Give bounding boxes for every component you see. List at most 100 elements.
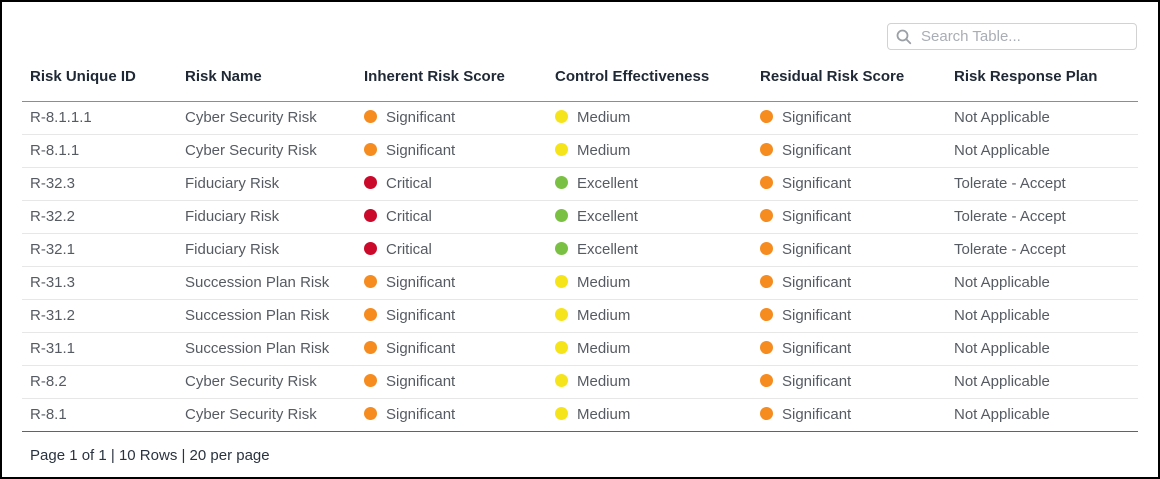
- cell-control-effectiveness: Medium: [547, 101, 752, 134]
- cell-risk-response-plan: Not Applicable: [954, 109, 1050, 126]
- column-header-risk-unique-id[interactable]: Risk Unique ID: [22, 52, 177, 102]
- status-label: Significant: [386, 406, 456, 423]
- cell-residual-risk-score: Significant: [752, 332, 946, 365]
- status-label: Excellent: [577, 241, 638, 258]
- cell-risk-response-plan: Not Applicable: [954, 373, 1050, 390]
- cell-risk-name: Fiduciary Risk: [185, 175, 280, 192]
- table-row[interactable]: R-32.3 Fiduciary Risk Critical Excellent…: [22, 167, 1138, 200]
- status-dot: [760, 176, 773, 189]
- cell-residual-risk-score: Significant: [752, 101, 946, 134]
- status-dot: [760, 407, 773, 420]
- table-row[interactable]: R-8.1 Cyber Security Risk Significant Me…: [22, 398, 1138, 431]
- status-label: Significant: [782, 175, 852, 192]
- table-row[interactable]: R-8.1.1 Cyber Security Risk Significant …: [22, 134, 1138, 167]
- cell-risk-unique-id: R-31.1: [30, 340, 76, 357]
- status-label: Significant: [782, 208, 852, 225]
- cell-residual-risk-score: Significant: [752, 233, 946, 266]
- status-dot: [760, 242, 773, 255]
- cell-risk-unique-id: R-32.3: [30, 175, 76, 192]
- search-input[interactable]: [921, 28, 1128, 45]
- cell-inherent-risk-score: Critical: [356, 233, 547, 266]
- status-label: Excellent: [577, 208, 638, 225]
- cell-control-effectiveness: Excellent: [547, 167, 752, 200]
- status-dot: [364, 176, 377, 189]
- status-dot: [555, 143, 568, 156]
- status-label: Medium: [577, 109, 631, 126]
- cell-control-effectiveness: Medium: [547, 332, 752, 365]
- cell-residual-risk-score: Significant: [752, 365, 946, 398]
- cell-risk-name: Cyber Security Risk: [185, 373, 317, 390]
- status-dot: [555, 209, 568, 222]
- status-label: Medium: [577, 274, 631, 291]
- search-bar[interactable]: [887, 23, 1137, 50]
- status-label: Significant: [782, 109, 852, 126]
- status-dot: [555, 407, 568, 420]
- cell-risk-response-plan: Tolerate - Accept: [954, 175, 1066, 192]
- cell-risk-name: Succession Plan Risk: [185, 340, 330, 357]
- status-label: Critical: [386, 208, 432, 225]
- status-label: Significant: [782, 373, 852, 390]
- cell-residual-risk-score: Significant: [752, 134, 946, 167]
- cell-inherent-risk-score: Significant: [356, 299, 547, 332]
- status-label: Medium: [577, 307, 631, 324]
- status-label: Medium: [577, 373, 631, 390]
- status-dot: [555, 110, 568, 123]
- status-dot: [555, 176, 568, 189]
- status-label: Significant: [782, 142, 852, 159]
- cell-risk-unique-id: R-8.1.1: [30, 142, 80, 159]
- cell-risk-name: Succession Plan Risk: [185, 274, 330, 291]
- table-row[interactable]: R-8.2 Cyber Security Risk Significant Me…: [22, 365, 1138, 398]
- cell-control-effectiveness: Medium: [547, 365, 752, 398]
- cell-inherent-risk-score: Critical: [356, 200, 547, 233]
- cell-risk-response-plan: Not Applicable: [954, 340, 1050, 357]
- table-row[interactable]: R-31.3 Succession Plan Risk Significant …: [22, 266, 1138, 299]
- status-dot: [364, 110, 377, 123]
- status-dot: [760, 110, 773, 123]
- status-dot: [555, 275, 568, 288]
- status-label: Significant: [782, 406, 852, 423]
- status-dot: [760, 275, 773, 288]
- status-dot: [760, 341, 773, 354]
- cell-risk-unique-id: R-31.2: [30, 307, 76, 324]
- status-dot: [364, 407, 377, 420]
- status-label: Significant: [782, 340, 852, 357]
- status-label: Critical: [386, 175, 432, 192]
- table-row[interactable]: R-32.1 Fiduciary Risk Critical Excellent…: [22, 233, 1138, 266]
- cell-inherent-risk-score: Significant: [356, 134, 547, 167]
- table-row[interactable]: R-31.1 Succession Plan Risk Significant …: [22, 332, 1138, 365]
- status-label: Medium: [577, 340, 631, 357]
- table-row[interactable]: R-31.2 Succession Plan Risk Significant …: [22, 299, 1138, 332]
- cell-risk-name: Cyber Security Risk: [185, 109, 317, 126]
- column-header-control-effectiveness[interactable]: Control Effectiveness: [547, 52, 752, 102]
- cell-risk-unique-id: R-32.1: [30, 241, 76, 258]
- status-label: Significant: [386, 307, 456, 324]
- status-label: Significant: [782, 274, 852, 291]
- cell-inherent-risk-score: Significant: [356, 101, 547, 134]
- risk-table: Risk Unique ID Risk Name Inherent Risk S…: [22, 52, 1138, 432]
- column-header-residual-risk-score[interactable]: Residual Risk Score: [752, 52, 946, 102]
- table-row[interactable]: R-32.2 Fiduciary Risk Critical Excellent…: [22, 200, 1138, 233]
- status-dot: [760, 209, 773, 222]
- status-label: Critical: [386, 241, 432, 258]
- cell-residual-risk-score: Significant: [752, 299, 946, 332]
- column-header-risk-response-plan[interactable]: Risk Response Plan: [946, 52, 1138, 102]
- status-label: Significant: [782, 241, 852, 258]
- status-dot: [555, 341, 568, 354]
- pagination-status: Page 1 of 1 | 10 Rows | 20 per page: [22, 434, 270, 477]
- cell-control-effectiveness: Medium: [547, 266, 752, 299]
- cell-control-effectiveness: Excellent: [547, 233, 752, 266]
- status-label: Significant: [782, 307, 852, 324]
- status-dot: [555, 374, 568, 387]
- column-header-risk-name[interactable]: Risk Name: [177, 52, 356, 102]
- status-label: Medium: [577, 142, 631, 159]
- cell-risk-unique-id: R-8.1.1.1: [30, 109, 92, 126]
- cell-risk-unique-id: R-8.2: [30, 373, 67, 390]
- cell-residual-risk-score: Significant: [752, 200, 946, 233]
- table-row[interactable]: R-8.1.1.1 Cyber Security Risk Significan…: [22, 101, 1138, 134]
- cell-risk-name: Cyber Security Risk: [185, 406, 317, 423]
- status-label: Medium: [577, 406, 631, 423]
- status-dot: [760, 374, 773, 387]
- cell-risk-response-plan: Not Applicable: [954, 274, 1050, 291]
- column-header-inherent-risk-score[interactable]: Inherent Risk Score: [356, 52, 547, 102]
- cell-risk-name: Fiduciary Risk: [185, 208, 280, 225]
